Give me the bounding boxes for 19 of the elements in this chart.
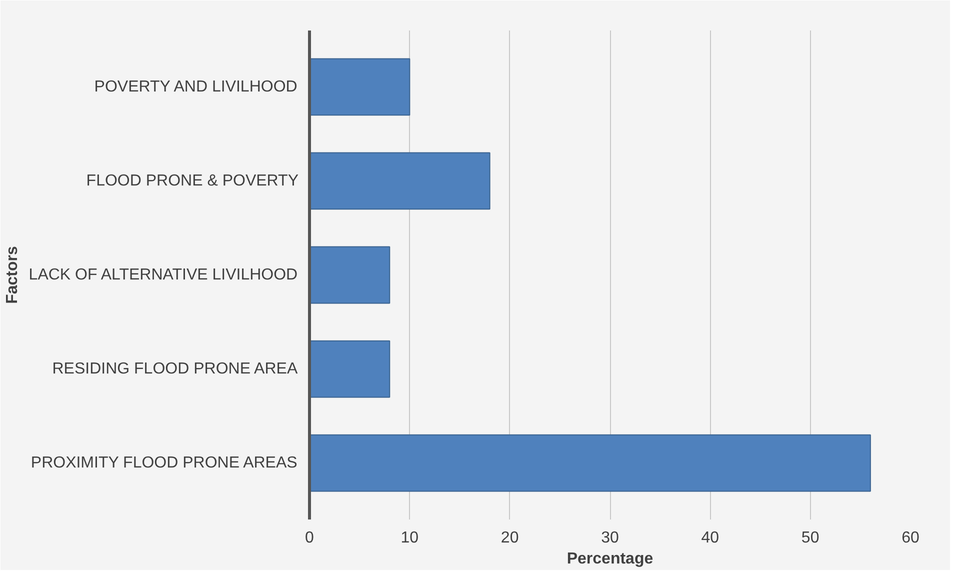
x-tick-label: 30 xyxy=(601,530,619,546)
bar xyxy=(310,434,871,492)
x-tick-label: 10 xyxy=(400,530,419,546)
y-tick-label: FLOOD PRONE & POVERTY xyxy=(86,172,299,190)
y-tick-label: PROXIMITY FLOOD PRONE AREAS xyxy=(30,454,298,472)
x-tick-label: 50 xyxy=(801,530,820,546)
x-tick-label: 40 xyxy=(701,530,720,546)
y-axis-title: Factors xyxy=(4,246,21,304)
bar xyxy=(310,340,390,398)
y-tick-label: LACK OF ALTERNATIVE LIVILHOOD xyxy=(28,266,298,284)
bar xyxy=(310,58,410,116)
x-tick-label: 0 xyxy=(305,530,314,546)
y-tick-label: RESIDING FLOOD PRONE AREA xyxy=(52,360,298,378)
x-tick-label: 20 xyxy=(500,530,519,546)
bar xyxy=(310,246,390,304)
y-tick-label: POVERTY AND LIVILHOOD xyxy=(94,78,298,96)
x-tick-label: 60 xyxy=(902,530,920,546)
x-axis-title: Percentage xyxy=(566,550,654,568)
bar xyxy=(310,152,490,210)
